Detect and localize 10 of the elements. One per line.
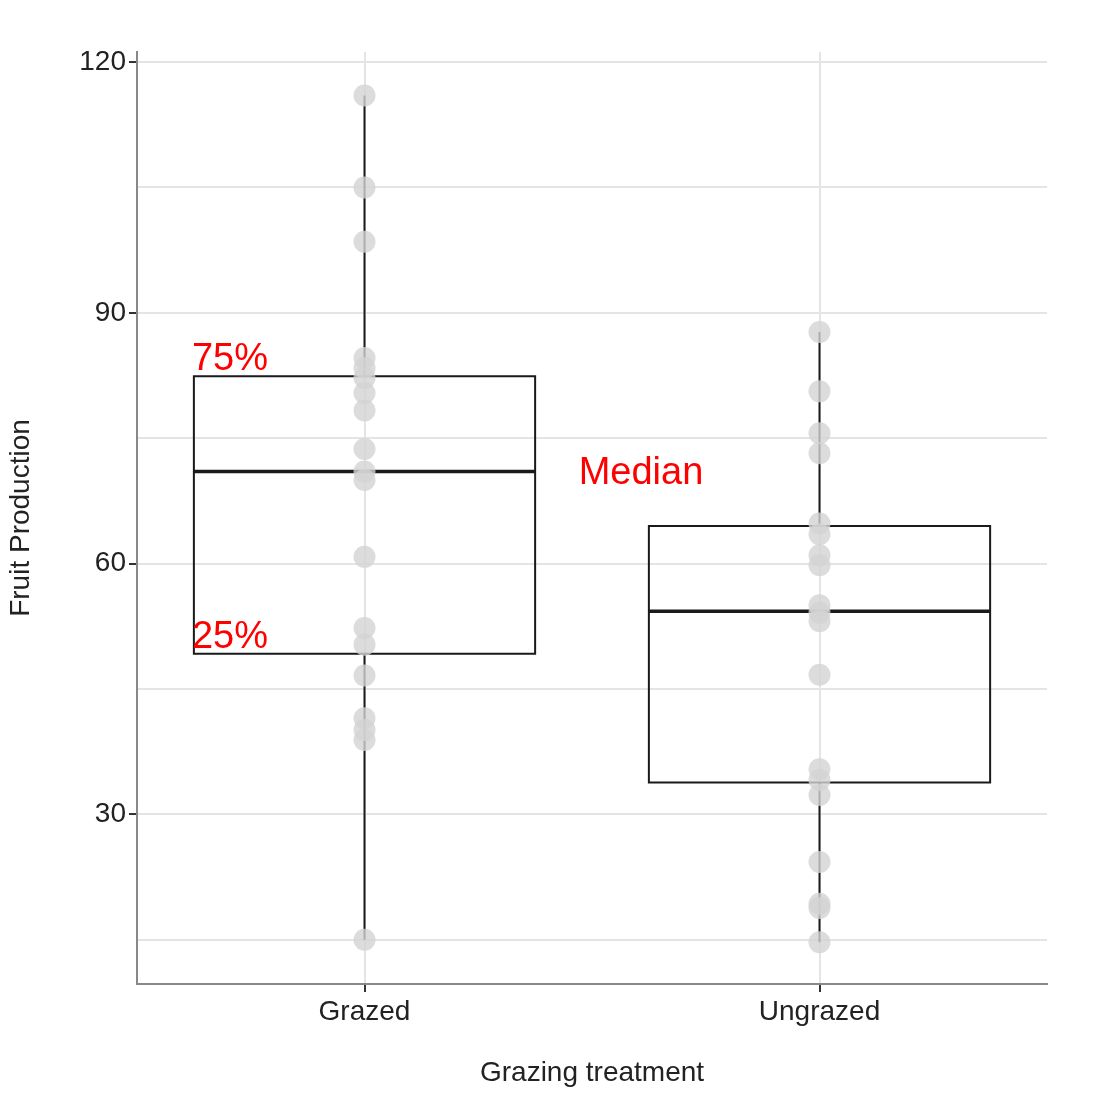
y-axis-title: Fruit Production (3, 419, 35, 617)
x-tick-label: Ungrazed (758, 994, 881, 1026)
annotation: 75% (191, 336, 268, 379)
x-tick-label: Grazed (318, 994, 411, 1026)
y-tick-label: 30 (94, 797, 126, 829)
y-tick-label: 60 (94, 546, 126, 578)
y-tick-label: 120 (79, 44, 126, 76)
y-tick-label: 90 (94, 295, 126, 327)
x-axis-title: Grazing treatment (479, 1055, 705, 1087)
annotation: Median (578, 449, 704, 492)
